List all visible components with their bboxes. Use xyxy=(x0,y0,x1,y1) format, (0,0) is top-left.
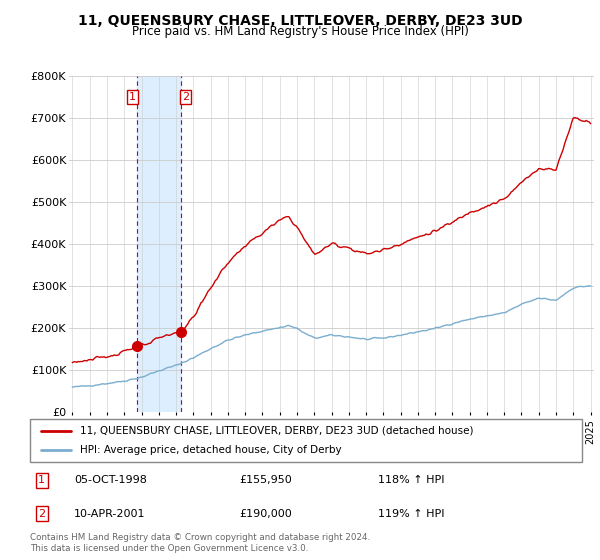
FancyBboxPatch shape xyxy=(30,419,582,462)
Bar xyxy=(137,76,181,412)
Text: Contains HM Land Registry data © Crown copyright and database right 2024.
This d: Contains HM Land Registry data © Crown c… xyxy=(30,533,370,553)
Text: 2: 2 xyxy=(182,92,190,102)
Text: £155,950: £155,950 xyxy=(240,475,293,486)
Text: 10-APR-2001: 10-APR-2001 xyxy=(74,508,146,519)
Text: 11, QUEENSBURY CHASE, LITTLEOVER, DERBY, DE23 3UD: 11, QUEENSBURY CHASE, LITTLEOVER, DERBY,… xyxy=(77,14,523,28)
Text: 1: 1 xyxy=(128,92,136,102)
Text: 11, QUEENSBURY CHASE, LITTLEOVER, DERBY, DE23 3UD (detached house): 11, QUEENSBURY CHASE, LITTLEOVER, DERBY,… xyxy=(80,426,473,436)
Text: 118% ↑ HPI: 118% ↑ HPI xyxy=(378,475,444,486)
Text: 2: 2 xyxy=(38,508,46,519)
Text: Price paid vs. HM Land Registry's House Price Index (HPI): Price paid vs. HM Land Registry's House … xyxy=(131,25,469,38)
Text: 119% ↑ HPI: 119% ↑ HPI xyxy=(378,508,444,519)
Text: £190,000: £190,000 xyxy=(240,508,293,519)
Text: 1: 1 xyxy=(38,475,45,486)
Text: 05-OCT-1998: 05-OCT-1998 xyxy=(74,475,147,486)
Text: HPI: Average price, detached house, City of Derby: HPI: Average price, detached house, City… xyxy=(80,445,341,455)
